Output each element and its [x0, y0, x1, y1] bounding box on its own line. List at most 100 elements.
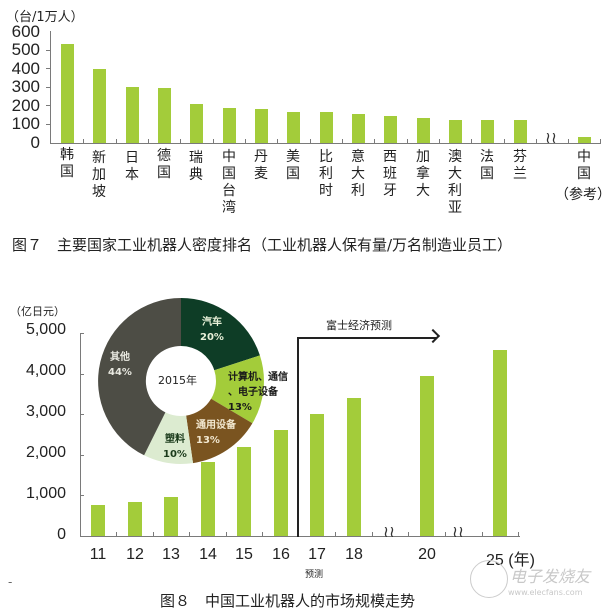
x-axis-tick — [116, 139, 117, 144]
bar-spain — [384, 116, 397, 143]
donut-label-other: 其他 44% — [108, 352, 132, 378]
x-label-italy: 意大利 — [351, 149, 365, 199]
donut-label-computer: 计算机、通信 、电子设备 13% — [228, 372, 288, 413]
bar-2017 — [310, 414, 324, 536]
y-axis-tick — [46, 68, 50, 69]
x-label-2011: 11 — [89, 546, 107, 563]
donut-slice-other — [98, 298, 181, 456]
x-axis-tick — [83, 139, 84, 144]
x-label-china-reference: （参考） — [555, 187, 611, 203]
forecast-label: 富士经济预测 — [326, 319, 392, 332]
x-axis-tick — [374, 139, 375, 144]
watermark-logo-icon — [470, 560, 508, 598]
bar-germany — [158, 88, 171, 143]
x-label-2016: 16 — [272, 546, 290, 563]
bar-2020 — [420, 376, 434, 536]
figure-8-caption: 图８ 中国工业机器人的市场规模走势 — [160, 592, 416, 610]
y-axis-tick — [80, 495, 84, 496]
x-label-germany: 德国 — [157, 148, 171, 181]
figure-7-caption: 图７ 主要国家工业机器人密度排名（工业机器人保有量/万名制造业员工） — [12, 236, 513, 254]
x-label-2014: 14 — [199, 546, 217, 563]
bar-france — [481, 120, 494, 143]
donut-label-general-equipment: 通用设备 13% — [196, 420, 236, 446]
x-axis-tick — [180, 139, 181, 144]
bar-canada — [417, 118, 430, 143]
x-label-france: 法国 — [480, 149, 494, 182]
x-axis-tick — [148, 139, 149, 144]
y-axis-unit-label-2: （亿日元） — [10, 305, 65, 318]
bar-2025 — [493, 350, 507, 536]
x-label-taiwan: 中国台湾 — [222, 149, 236, 216]
x-label-canada: 加拿大 — [416, 149, 430, 199]
y-tick-200: 200 — [11, 96, 40, 115]
y-axis-tick — [46, 87, 50, 88]
bar-sweden — [190, 104, 203, 143]
y-axis-line-2 — [80, 333, 81, 537]
y-axis-tick — [46, 50, 50, 51]
y-axis-tick — [46, 105, 50, 106]
x-axis-tick — [568, 139, 569, 144]
y-axis-tick — [80, 414, 84, 415]
y-tick-4000: 4,000 — [25, 362, 66, 379]
axis-break-icon: ≀≀ — [452, 522, 464, 541]
y-tick-0-2: 0 — [57, 526, 66, 543]
bar-usa — [287, 112, 300, 143]
y-tick-1000: 1,000 — [25, 485, 66, 502]
donut-slice-computer — [211, 355, 264, 424]
x-axis-tick — [445, 532, 446, 537]
axis-break-icon: ≀≀ — [545, 128, 557, 147]
x-label-2012: 12 — [126, 546, 144, 563]
x-label-2020: 20 — [418, 546, 436, 563]
y-tick-5000: 5,000 — [25, 321, 66, 338]
x-label-singapore: 新加坡 — [92, 150, 106, 200]
x-axis-tick — [310, 139, 311, 144]
x-axis-tick — [342, 139, 343, 144]
watermark-text: 电子发烧友 — [510, 567, 591, 586]
bar-belgium — [320, 112, 333, 143]
x-axis-tick — [262, 532, 263, 537]
x-label-usa: 美国 — [286, 149, 300, 182]
y-axis-line — [50, 31, 51, 144]
forecast-arrow-line — [297, 337, 437, 339]
bar-korea — [61, 44, 74, 143]
bar-2014 — [201, 462, 215, 536]
bar-2012 — [128, 502, 142, 536]
x-axis-tick — [116, 532, 117, 537]
x-axis-tick — [407, 139, 408, 144]
x-label-belgium: 比利时 — [319, 149, 333, 199]
donut-chart-2015 — [98, 298, 264, 464]
forecast-divider-line — [297, 338, 299, 537]
x-label-sweden: 瑞典 — [189, 150, 203, 183]
y-axis-unit-label: （台/1万人） — [6, 10, 84, 25]
x-label-2015: 15 — [235, 546, 253, 563]
y-tick-3000: 3,000 — [25, 403, 66, 420]
x-axis-tick — [153, 532, 154, 537]
donut-slice-plastic — [144, 412, 193, 464]
x-axis-tick — [482, 532, 483, 537]
bar-2018 — [347, 398, 361, 536]
y-tick-500: 500 — [11, 40, 40, 59]
y-tick-0: 0 — [30, 133, 40, 152]
bar-denmark — [255, 109, 268, 143]
y-axis-tick — [80, 455, 84, 456]
x-axis-tick — [213, 139, 214, 144]
x-axis-tick — [439, 139, 440, 144]
x-label-2017: 17 — [308, 546, 326, 563]
x-axis-line — [50, 143, 601, 144]
x-axis-tick — [504, 139, 505, 144]
x-axis-tick — [536, 139, 537, 144]
donut-center-label: 2015年 — [158, 374, 197, 387]
forecast-sublabel: 预测 — [305, 570, 324, 580]
x-axis-tick — [277, 139, 278, 144]
x-label-2018: 18 — [345, 546, 363, 563]
donut-slice-auto — [181, 298, 260, 371]
x-label-australia: 澳大利亚 — [448, 149, 462, 216]
x-label-finland: 芬兰 — [513, 149, 527, 182]
bar-japan — [126, 87, 139, 143]
x-label-spain: 西班牙 — [383, 149, 397, 199]
x-axis-tick — [600, 139, 601, 144]
arrow-right-icon — [425, 328, 441, 344]
stray-dash: - — [8, 575, 13, 589]
x-label-denmark: 丹麦 — [254, 149, 268, 182]
watermark-url: www.elecfans.com — [508, 588, 583, 597]
